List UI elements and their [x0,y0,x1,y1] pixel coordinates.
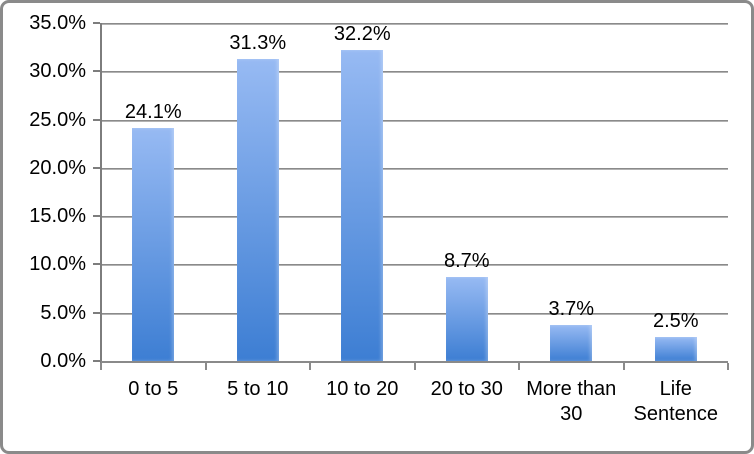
y-axis-tick-label: 25.0% [29,108,86,131]
y-axis-tick [93,70,100,73]
x-axis-category-label: 0 to 5 [128,378,179,400]
gridline [101,216,728,219]
y-axis-tick [93,22,100,24]
y-axis-tick-label: 5.0% [40,301,86,324]
y-axis-tick-label: 10.0% [29,253,86,276]
bar-value-label: 32.2% [333,23,391,46]
bar-5 [550,325,593,361]
bar-1 [132,128,175,361]
x-axis-tick [309,363,311,370]
x-axis-tick [100,363,102,370]
x-axis-category-label: Life Sentence [633,378,718,425]
x-axis-category-label: 5 to 10 [227,378,289,400]
gridline [101,71,728,74]
bar-value-label: 2.5% [652,309,699,332]
bar-value-label: 8.7% [443,249,490,272]
y-axis-tick [93,215,100,218]
y-axis-tick [93,166,100,169]
bar-value-label: 31.3% [229,31,287,54]
bar-3 [341,50,384,361]
gridline [101,167,728,170]
x-axis-category-label: More than 30 [526,378,617,425]
x-axis-line [101,361,728,363]
y-axis-tick [93,311,100,314]
y-axis-tick [93,118,100,121]
y-axis-tick [93,360,100,362]
x-axis-tick [727,363,729,370]
y-axis-tick-label: 15.0% [29,205,86,228]
gridline [101,119,728,122]
y-axis-tick [93,263,100,266]
bar-6 [654,336,697,361]
bar-value-label: 24.1% [124,101,182,124]
x-axis-tick [413,363,416,370]
y-axis-tick-label: 0.0% [40,350,86,372]
x-axis-tick [622,363,625,370]
x-axis-category-label: 10 to 20 [326,378,399,400]
x-axis-tick [204,363,207,370]
bar-2 [236,58,279,361]
y-axis-line [100,23,102,364]
gridline [101,23,728,25]
bar-4 [445,276,488,361]
gridline [101,312,728,315]
y-axis-tick-label: 20.0% [29,156,86,179]
x-axis-category-label: 20 to 30 [430,378,503,400]
y-axis-tick-label: 30.0% [29,60,86,83]
y-axis-tick-label: 35.0% [29,12,86,34]
x-axis-tick [518,363,520,370]
gridline [101,264,728,267]
bar-value-label: 3.7% [548,298,595,321]
